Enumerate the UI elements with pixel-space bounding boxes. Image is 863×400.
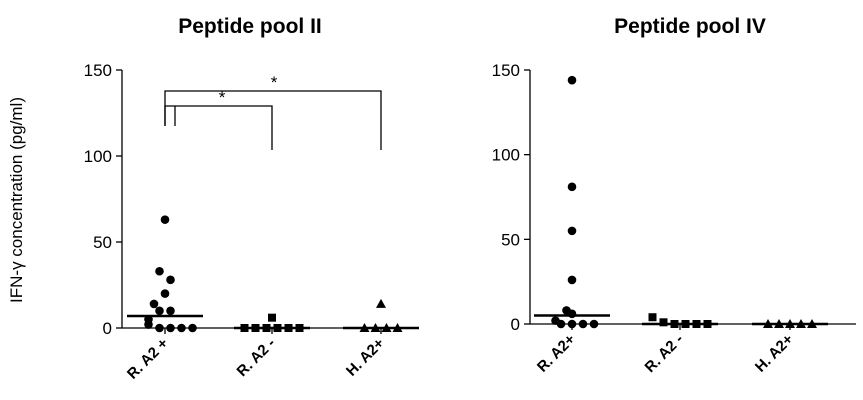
data-point [567, 75, 577, 85]
data-point [268, 313, 276, 322]
data-point [567, 275, 577, 285]
y-tick-label: 150 [84, 61, 112, 80]
data-point [155, 323, 164, 333]
data-point [160, 215, 170, 224]
significance-star: * [271, 73, 278, 92]
data-point [144, 320, 153, 329]
data-point [567, 226, 577, 236]
x-tick-label: R. A2 + [124, 335, 172, 383]
y-tick-label: 150 [492, 61, 520, 80]
x-tick-label: H. A2+ [343, 335, 388, 380]
bracket [164, 90, 382, 150]
y-tick-label: 100 [492, 146, 520, 165]
x-tick-label: R. A2 - [234, 335, 279, 380]
data-point [166, 323, 175, 333]
y-axis-label: IFN-γ concentration (pg/ml) [7, 97, 26, 303]
chart-title: Peptide pool II [178, 15, 322, 38]
y-tick-label: 100 [84, 147, 112, 166]
data-point [177, 323, 186, 333]
data-point [567, 309, 577, 319]
chart-title: Peptide pool IV [614, 15, 766, 38]
significance-star: * [219, 88, 226, 107]
data-point [166, 275, 175, 285]
x-tick-label: R. A2+ [534, 331, 579, 376]
x-tick-label: H. A2+ [752, 331, 797, 376]
data-point [578, 319, 588, 329]
y-tick-label: 0 [103, 319, 112, 338]
data-point [166, 306, 175, 316]
x-tick-label: R. A2 - [642, 331, 687, 376]
data-point [556, 319, 566, 329]
y-tick-label: 50 [93, 233, 112, 252]
y-tick-label: 0 [511, 315, 520, 334]
y-tick-label: 50 [501, 230, 520, 249]
data-point [155, 306, 164, 316]
data-point [149, 299, 159, 309]
data-point [155, 266, 164, 276]
data-point [648, 313, 657, 322]
data-point [659, 318, 668, 327]
data-point [160, 289, 170, 298]
data-point [589, 319, 599, 329]
data-point [376, 298, 386, 308]
data-point [188, 323, 197, 333]
bracket [164, 105, 273, 150]
data-point [567, 182, 577, 192]
data-point [567, 319, 577, 329]
